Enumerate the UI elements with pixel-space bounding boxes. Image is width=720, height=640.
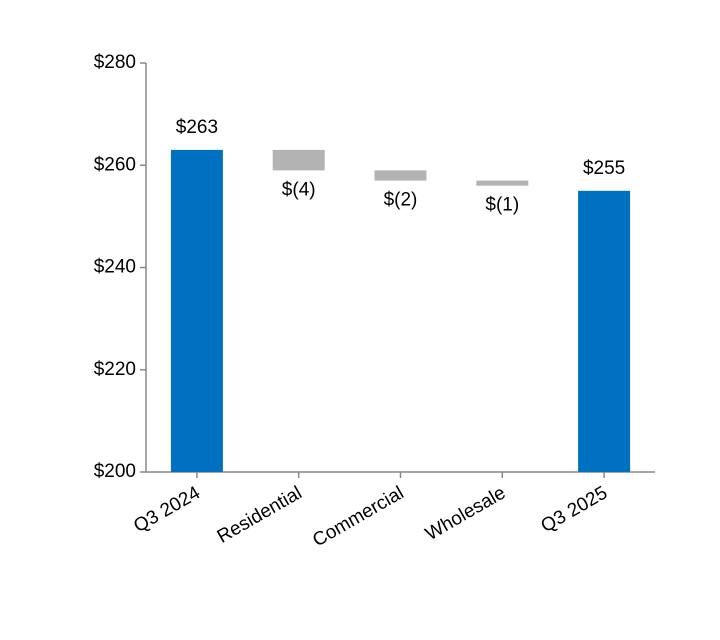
x-tick-label: Q3 2025: [537, 482, 611, 537]
data-label: $(2): [384, 190, 418, 211]
bar: [374, 170, 427, 181]
y-tick-label: $240: [94, 257, 136, 278]
data-label: $263: [176, 117, 218, 138]
bar: [476, 180, 529, 186]
x-tick-label: Commercial: [309, 482, 407, 551]
y-tick-label: $280: [94, 52, 136, 73]
data-label: $(1): [485, 195, 519, 216]
data-label: $255: [583, 158, 625, 179]
y-tick-label: $200: [94, 461, 136, 482]
data-label: $(4): [282, 179, 316, 200]
x-tick-label: Q3 2024: [130, 482, 204, 537]
y-tick-label: $260: [94, 154, 136, 175]
bar: [272, 149, 325, 171]
x-tick-label: Residential: [214, 482, 306, 547]
bar: [170, 149, 223, 472]
bar: [578, 190, 631, 472]
x-tick-label: Wholesale: [422, 482, 509, 545]
y-tick-label: $220: [94, 359, 136, 380]
